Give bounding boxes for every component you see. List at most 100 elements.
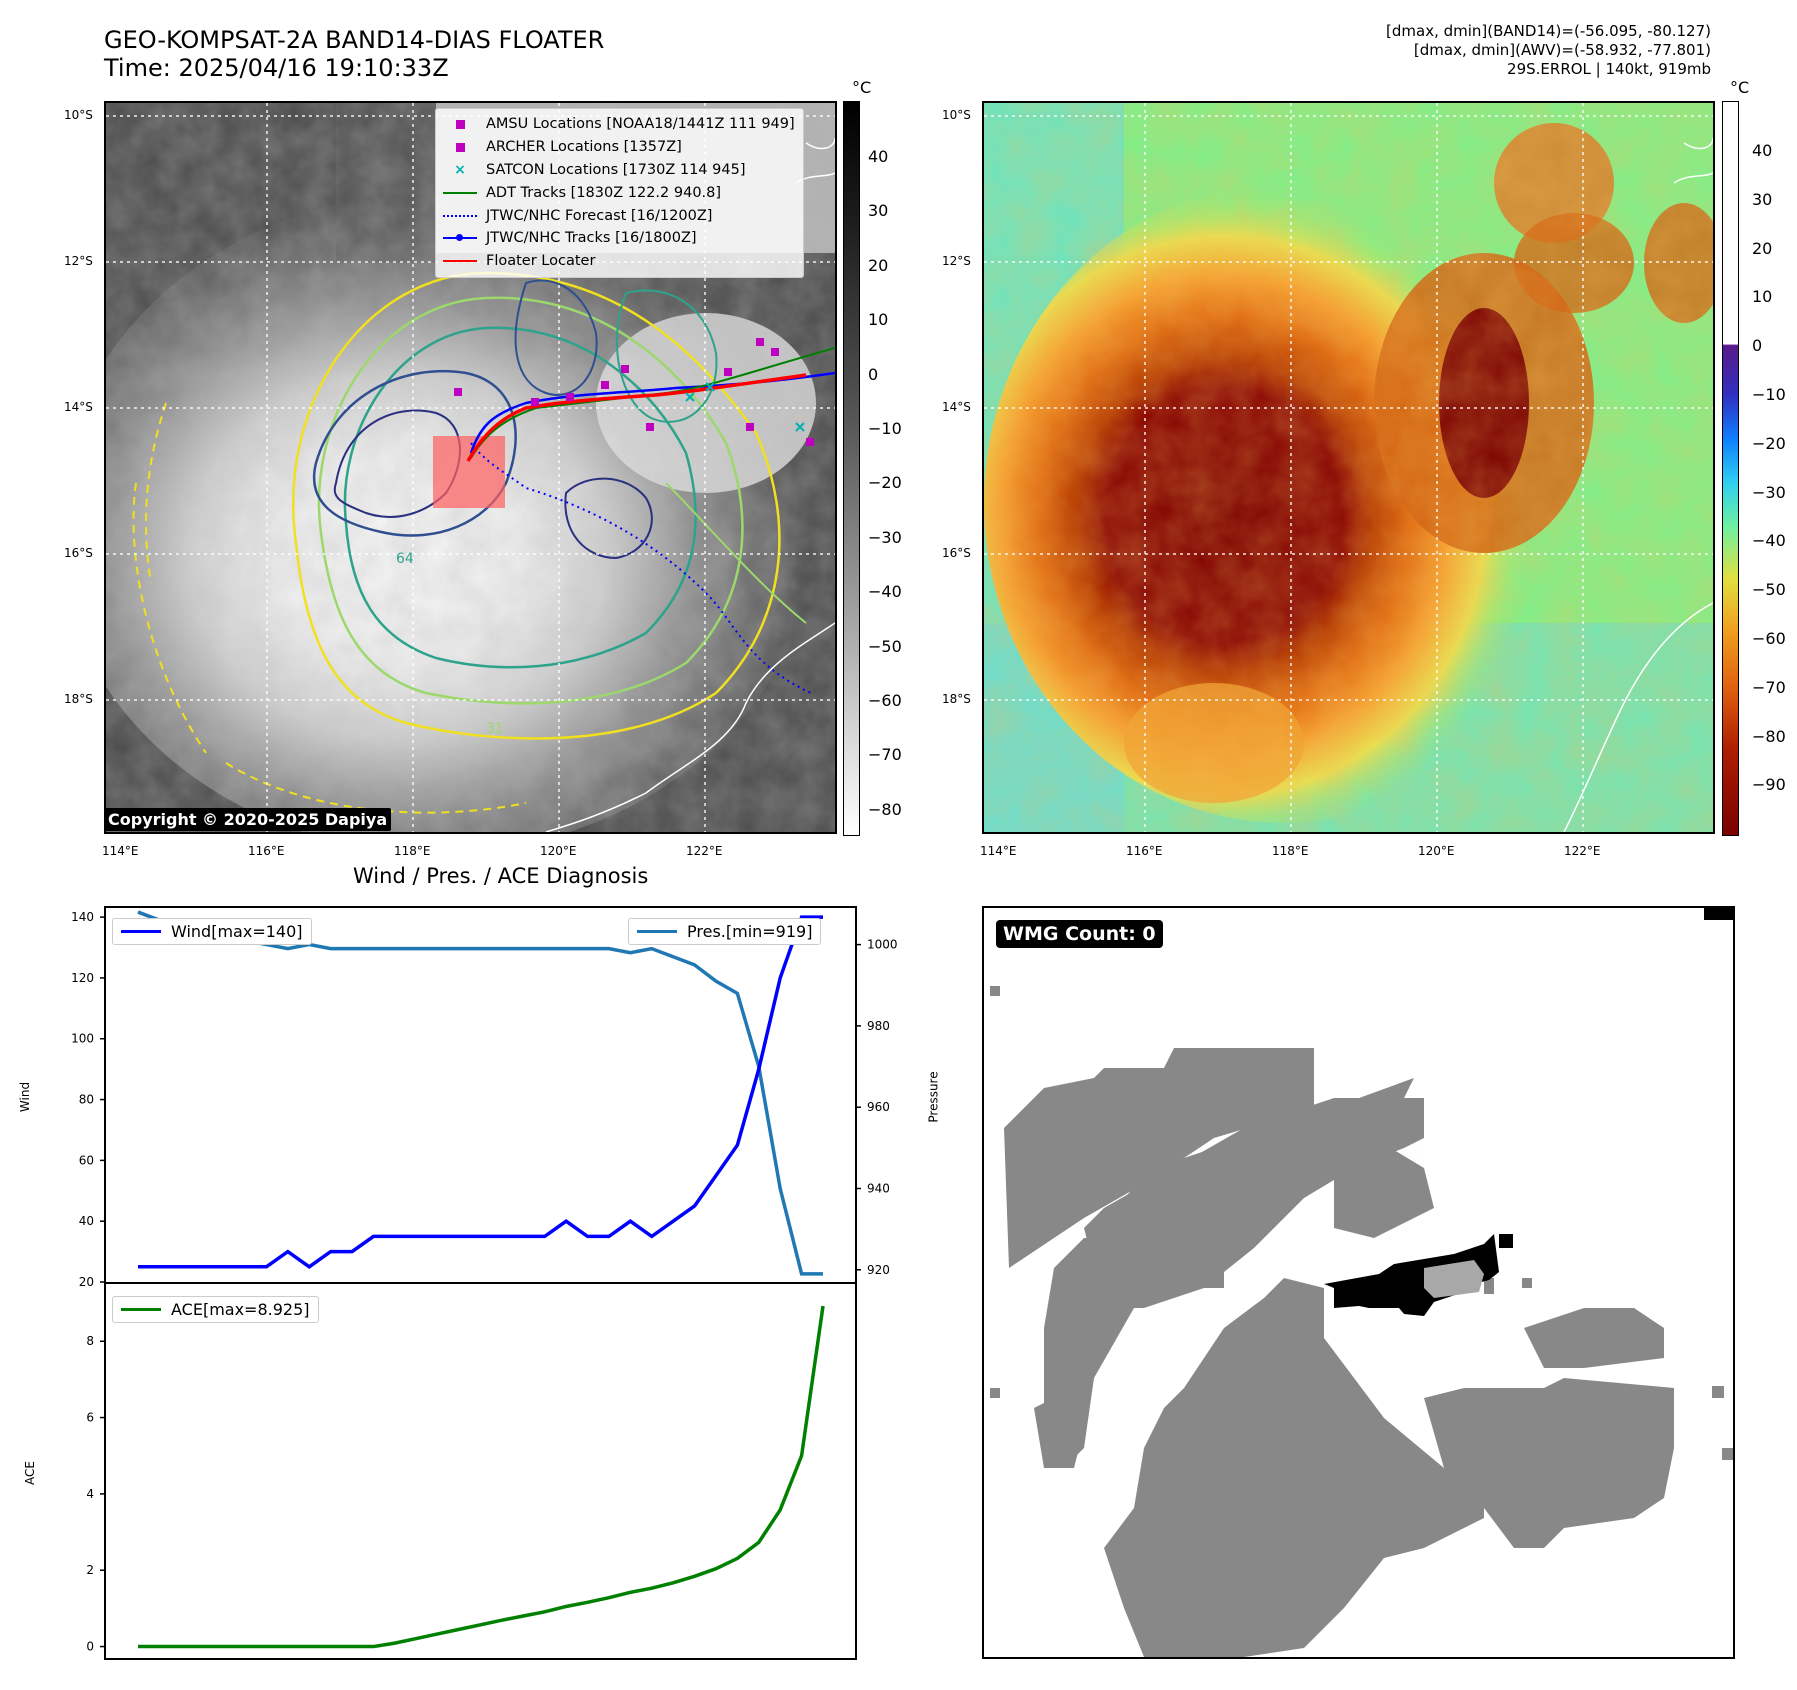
right-colorbar-tick: 20 [1752, 238, 1773, 258]
pressure-ytick-label: 920 [867, 1263, 890, 1277]
copyright-label: Copyright © 2020-2025 Dapiya [104, 808, 392, 831]
map-legend: AMSU Locations [NOAA18/1441Z 111 949] ARC… [435, 108, 804, 278]
color-map-image [984, 103, 1713, 832]
wind-pres-plot: 20 40 60 80 100 120 140 920 940 960 980 1000 [71, 910, 897, 1289]
wind-ytick-label: 120 [71, 971, 94, 985]
right-lon-tick: 120°E [1418, 844, 1455, 858]
map-legend-item: JTWC/NHC Forecast [16/1200Z] [442, 204, 795, 227]
ace-ytick-label: 0 [86, 1640, 94, 1654]
left-colorbar-tick: −70 [868, 745, 902, 765]
pressure-ytick-label: 980 [867, 1019, 890, 1033]
left-lat-tick: 12°S [64, 254, 93, 268]
ace-ytick-label: 2 [86, 1563, 94, 1577]
right-colorbar [1722, 101, 1739, 836]
right-colorbar-tick: −90 [1752, 775, 1786, 795]
ace-legend: ACE[max=8.925] [112, 1296, 319, 1323]
stats-title: [dmax, dmin](BAND14)=(-56.095, -80.127)[… [1386, 22, 1711, 79]
legend-symbol-icon [442, 253, 478, 269]
ace-series-line [138, 1305, 825, 1649]
contour-label-31: 31 [486, 721, 504, 737]
legend-label: ADT Tracks [1830Z 122.2 940.8] [486, 184, 722, 201]
right-colorbar-tick: 0 [1752, 336, 1763, 356]
wind-legend-label: Wind[max=140] [171, 922, 303, 941]
wind-ytick-label: 60 [79, 1153, 94, 1167]
left-lon-tick: 122°E [686, 844, 723, 858]
contour-label-64: 64 [396, 551, 414, 567]
ace-chart: 0 2 4 6 8 [86, 1282, 857, 1660]
left-lat-tick: 14°S [64, 400, 93, 414]
wind-legend: Wind[max=140] [112, 918, 312, 945]
right-colorbar-tick: 30 [1752, 189, 1773, 209]
right-lat-tick: 12°S [942, 254, 971, 268]
legend-symbol-icon [442, 230, 478, 246]
right-colorbar-tick: −20 [1752, 433, 1786, 453]
map-legend-item: Floater Locater [442, 250, 795, 273]
left-colorbar [843, 101, 860, 836]
right-colorbar-tick: −50 [1752, 580, 1786, 600]
pressure-ytick-label: 1000 [867, 938, 898, 952]
ace-plot: 0 2 4 6 8 [86, 1305, 825, 1654]
left-colorbar-unit: °C [852, 78, 872, 97]
diagnosis-subtitle: Wind / Pres. / ACE Diagnosis [353, 864, 649, 888]
pressure-series-line [137, 910, 823, 1276]
left-lat-tick: 16°S [64, 546, 93, 560]
wind-series-line [138, 915, 823, 1269]
left-colorbar-tick: −60 [868, 691, 902, 710]
legend-label: Floater Locater [486, 253, 596, 270]
left-colorbar-tick: −50 [868, 636, 902, 656]
legend-symbol-icon [442, 208, 478, 224]
ace-ytick-label: 6 [86, 1411, 94, 1425]
left-lon-tick: 116°E [248, 844, 285, 858]
wind-pres-chart: 20 40 60 80 100 120 140 920 940 960 980 1000 [71, 906, 898, 1289]
legend-symbol-icon [442, 116, 478, 132]
stats-line-3: 29S.ERROL | 140kt, 919mb [1507, 60, 1711, 78]
right-colorbar-tick: −70 [1752, 677, 1786, 697]
stats-line-2: [dmax, dmin](AWV)=(-58.932, -77.801) [1413, 41, 1711, 59]
map-legend-item: AMSU Locations [NOAA18/1441Z 111 949] [442, 113, 795, 136]
left-colorbar-tick: −30 [868, 527, 902, 547]
right-lat-tick: 16°S [942, 546, 971, 560]
pressure-axis-label: Pressure [926, 1071, 941, 1123]
figure-title: GEO-KOMPSAT-2A BAND14-DIAS FLOATER Time: … [104, 26, 604, 82]
right-lon-tick: 114°E [980, 844, 1017, 858]
wind-ytick-label: 20 [79, 1275, 94, 1289]
wmg-mask-image [984, 908, 1733, 1657]
legend-label: AMSU Locations [NOAA18/1441Z 111 949] [486, 116, 795, 133]
left-colorbar-tick: 30 [868, 201, 889, 221]
pressure-legend: Pres.[min=919] [628, 918, 822, 945]
wind-ytick-label: 80 [79, 1093, 94, 1107]
map-legend-item: × SATCON Locations [1730Z 114 945] [442, 159, 795, 182]
right-lon-tick: 116°E [1126, 844, 1163, 858]
ace-ytick-label: 4 [86, 1487, 94, 1501]
left-colorbar-tick: 20 [868, 255, 889, 275]
left-lat-tick: 10°S [64, 108, 93, 122]
right-lon-tick: 122°E [1564, 844, 1601, 858]
legend-label: JTWC/NHC Tracks [16/1800Z] [486, 230, 697, 247]
legend-label: JTWC/NHC Forecast [16/1200Z] [486, 207, 713, 224]
wind-ytick-label: 140 [71, 910, 94, 924]
wind-ytick-label: 40 [79, 1214, 94, 1228]
left-colorbar-tick: −20 [868, 473, 902, 493]
wind-axis-label: Wind [18, 1081, 33, 1113]
stats-line-1: [dmax, dmin](BAND14)=(-56.095, -80.127) [1386, 22, 1711, 40]
right-colorbar-tick: −30 [1752, 482, 1786, 502]
legend-symbol-icon: × [454, 161, 466, 178]
left-lon-tick: 120°E [540, 844, 577, 858]
right-lon-tick: 118°E [1272, 844, 1309, 858]
legend-symbol-icon [442, 185, 478, 201]
right-colorbar-unit: °C [1730, 78, 1750, 97]
right-colorbar-tick: −60 [1752, 629, 1786, 648]
right-colorbar-tick: −10 [1752, 385, 1786, 404]
color-map-panel [982, 101, 1715, 834]
legend-label: ARCHER Locations [1357Z] [486, 139, 682, 156]
left-lon-tick: 114°E [102, 844, 139, 858]
left-lon-tick: 118°E [394, 844, 431, 858]
right-colorbar-tick: −80 [1752, 726, 1786, 746]
ace-axis-label: ACE [22, 1461, 37, 1485]
right-colorbar-tick: −40 [1752, 531, 1786, 551]
left-colorbar-tick: −10 [868, 419, 902, 438]
ace-legend-label: ACE[max=8.925] [171, 1300, 310, 1319]
left-colorbar-tick: 10 [868, 310, 889, 330]
right-lat-tick: 14°S [942, 400, 971, 414]
ace-legend-swatch [121, 1308, 161, 1311]
